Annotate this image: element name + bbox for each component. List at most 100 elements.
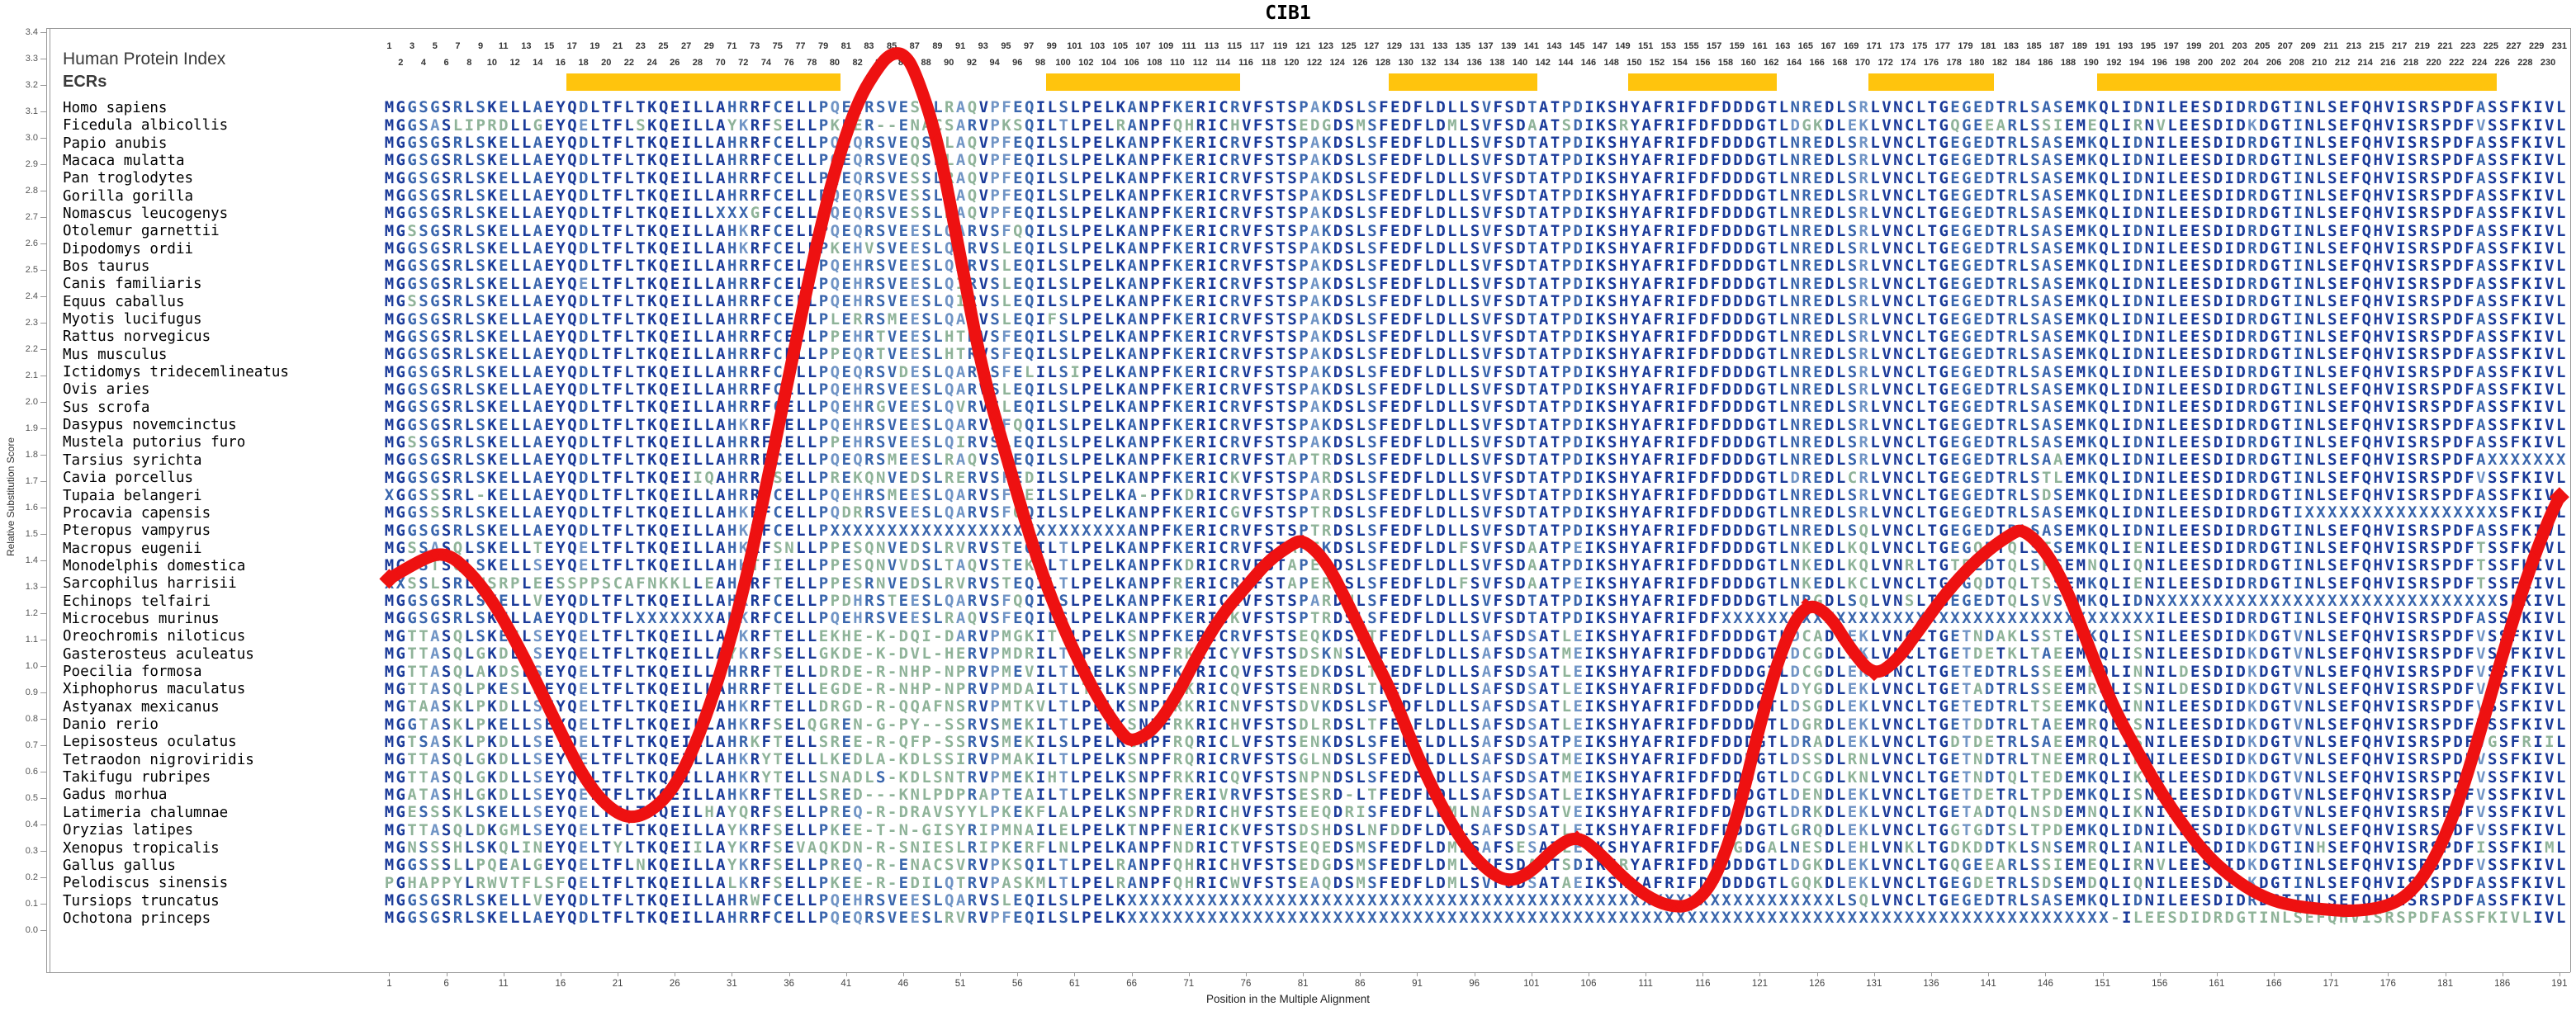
residue: R [945,451,956,470]
residue: R [967,468,979,487]
residue: L [704,415,717,434]
residue: L [1424,257,1437,276]
residue: S [1058,204,1071,223]
residue: K [1596,345,1608,364]
residue: L [1424,503,1437,522]
residue: T [601,362,613,381]
residue: I [1584,239,1597,258]
residue: E [1184,503,1196,522]
residue: L [1447,292,1459,311]
residue: A [1641,151,1654,170]
residue: P [1150,398,1163,417]
residue: A [2042,380,2053,399]
sequence-row: MGGSGSRLSKELLAEYQDLTFLTKQEILLAHRRFCELLPQ… [385,187,2568,205]
residue-index-number: 5 [432,41,438,51]
residue: F [1687,503,1699,522]
residue: E [910,380,922,399]
residue: D [1573,345,1585,364]
residue: V [2545,257,2556,276]
residue: P [1082,451,1093,470]
residue: T [1276,451,1288,470]
residue: E [1184,327,1196,346]
residue: S [2327,134,2339,152]
residue: F [761,503,774,522]
residue-index-number: 170 [1854,58,1871,68]
residue: T [1550,380,1562,399]
residue: S [1264,398,1276,417]
residue: T [1276,151,1288,170]
residue: K [647,468,659,487]
residue: H [2373,415,2385,434]
residue: A [430,116,442,135]
species-name: Oreochromis niloticus [63,628,246,645]
residue: N [1893,309,1905,328]
residue: F [1687,521,1699,540]
residue-index-number: 178 [1946,58,1962,68]
residue: F [1379,274,1390,293]
residue: L [509,398,522,417]
residue: F [1687,380,1699,399]
residue: T [1927,362,1939,381]
residue: D [1401,134,1413,152]
residue-index-number: 163 [1774,41,1791,51]
residue: S [2053,503,2065,522]
residue: L [2019,486,2031,504]
residue: R [1230,168,1242,187]
residue: L [1070,151,1082,170]
residue: N [1139,274,1151,293]
residue: H [853,486,865,504]
residue: I [2121,415,2133,434]
residue: I [2121,239,2133,258]
residue: A [955,204,968,223]
residue: A [2476,345,2488,364]
residue: T [1767,204,1779,223]
residue: N [1893,204,1905,223]
residue: S [1287,345,1300,364]
residue: S [419,292,431,311]
residue: I [2156,503,2168,522]
residue: G [1755,451,1768,470]
residue: D [2453,187,2465,206]
residue: S [2030,187,2043,206]
residue: L [933,380,945,399]
residue: G [1755,327,1768,346]
residue: P [1150,362,1163,381]
residue: K [1115,362,1128,381]
residue: E [2190,98,2202,117]
residue: P [990,168,1002,187]
residue: L [509,151,522,170]
residue: C [1219,187,1231,206]
residue: G [1939,239,1951,258]
residue: D [2213,468,2225,487]
residue: E [1950,327,1963,346]
residue: L [1047,327,1059,346]
residue: A [1538,168,1551,187]
residue: D [579,345,590,364]
residue: A [1127,468,1139,487]
residue: S [441,221,453,240]
residue: H [2373,116,2385,135]
residue: F [1653,274,1665,293]
residue: S [1058,415,1071,434]
residue: R [1196,415,1208,434]
residue: G [1755,116,1768,135]
residue: E [670,362,682,381]
residue: P [818,451,831,470]
residue: K [738,239,751,258]
residue: T [1927,415,1939,434]
residue: D [579,362,590,381]
residue-index-number: 139 [1500,41,1517,51]
residue: F [1413,327,1425,346]
residue: I [2156,257,2168,276]
residue: R [2247,327,2260,346]
residue: L [2110,98,2122,117]
residue: F [1710,98,1722,117]
residue: E [2064,380,2076,399]
residue: P [1561,468,1574,487]
residue: L [1778,451,1791,470]
ecr-region-bar [2096,73,2497,91]
residue: D [2236,415,2248,434]
residue: R [2418,151,2431,170]
residue: S [875,415,888,434]
residue: F [1252,362,1265,381]
